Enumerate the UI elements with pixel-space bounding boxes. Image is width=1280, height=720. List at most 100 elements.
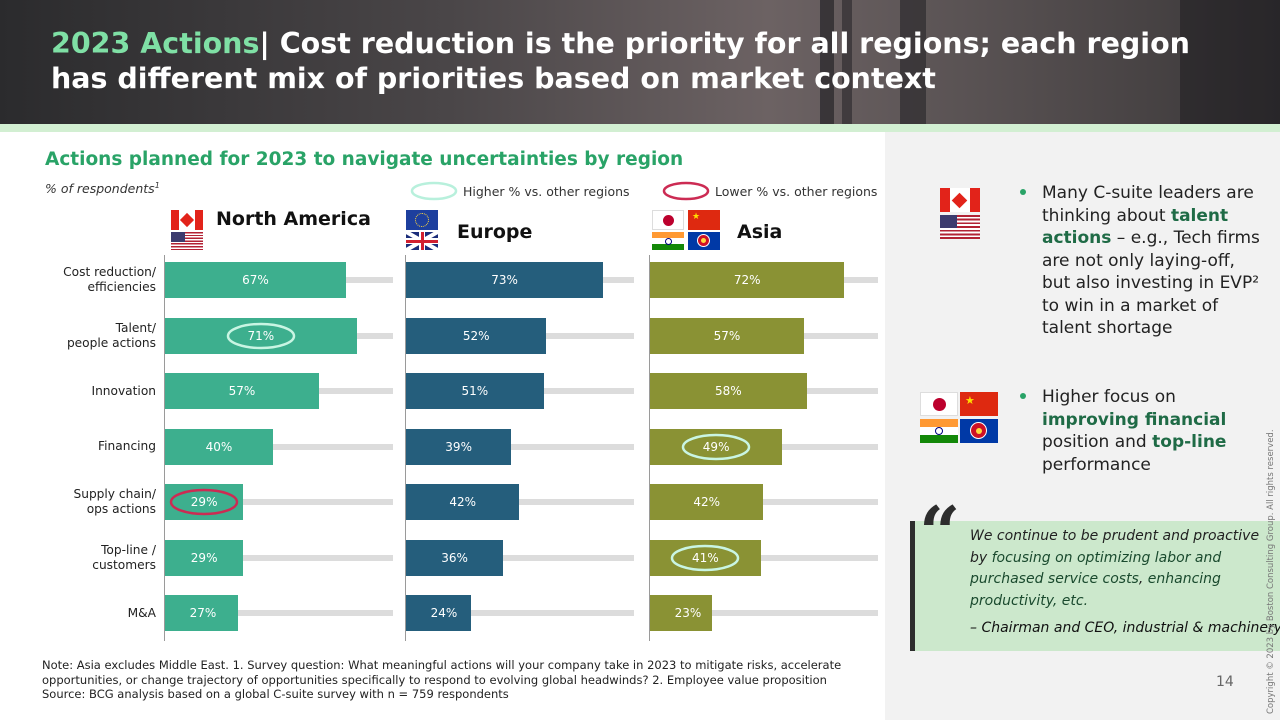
data-label: 27% bbox=[189, 606, 217, 620]
bar-europe bbox=[406, 539, 504, 576]
higher-ellipse-icon bbox=[410, 181, 458, 201]
chart-title: Actions planned for 2023 to navigate unc… bbox=[45, 149, 684, 170]
bar-track bbox=[165, 554, 393, 561]
bar-track bbox=[650, 499, 878, 505]
quote-box bbox=[911, 521, 1280, 651]
data-label: 29% bbox=[190, 550, 218, 565]
category-label: Cost reduction/efficiencies bbox=[63, 265, 156, 294]
china-flag-icon: ★ bbox=[960, 392, 998, 416]
axis-line-north-america bbox=[164, 255, 165, 641]
legend-lower: Lower % vs. other regions bbox=[662, 181, 877, 201]
bar-north-america bbox=[165, 262, 346, 298]
bar-europe bbox=[406, 484, 520, 520]
header-divider bbox=[0, 124, 1280, 132]
bar-north-america bbox=[165, 595, 238, 631]
bar-north-america bbox=[165, 539, 244, 576]
region-label-asia: Asia bbox=[737, 221, 783, 243]
higher-highlight-ellipse bbox=[226, 322, 296, 349]
region-label-north-america: North America bbox=[216, 208, 371, 230]
insight-text-1: Many C-suite leaders are thinking about … bbox=[1042, 183, 1260, 338]
header-banner bbox=[0, 0, 1280, 124]
data-label: 51% bbox=[461, 384, 489, 398]
quote-mark-icon: “ bbox=[919, 490, 961, 575]
category-label: Innovation bbox=[91, 383, 156, 398]
bullet-icon bbox=[1020, 393, 1026, 399]
axis-line-europe bbox=[405, 255, 406, 641]
footnote: Note: Asia excludes Middle East. 1. Surv… bbox=[42, 658, 842, 701]
bar-track bbox=[406, 554, 634, 561]
eu-flag-icon bbox=[406, 210, 438, 230]
bar-asia bbox=[650, 317, 804, 354]
japan-flag-icon bbox=[652, 210, 684, 230]
bar-europe bbox=[406, 595, 471, 631]
lower-highlight-ellipse bbox=[169, 488, 239, 516]
category-label: Supply chain/ops actions bbox=[73, 487, 156, 516]
quote-accent-bar bbox=[910, 521, 915, 651]
bar-track bbox=[406, 443, 634, 450]
copyright-notice: Copyright © 2023 by Boston Consulting Gr… bbox=[1266, 429, 1276, 714]
bar-asia bbox=[650, 262, 845, 298]
region-label-europe: Europe bbox=[457, 221, 533, 243]
japan-flag-icon bbox=[920, 392, 958, 416]
bar-track bbox=[406, 610, 634, 616]
data-label: 52% bbox=[462, 328, 490, 343]
china-flag-icon: ★ bbox=[688, 210, 720, 230]
category-label: Top-line / customers bbox=[92, 542, 156, 572]
page-number: 14 bbox=[1216, 674, 1234, 690]
bar-track bbox=[650, 554, 878, 561]
india-flag-icon bbox=[920, 419, 958, 443]
data-label: 42% bbox=[693, 495, 721, 509]
category-label: Financing bbox=[98, 439, 156, 453]
bar-asia bbox=[650, 595, 713, 631]
bar-asia bbox=[650, 373, 807, 409]
bar-track bbox=[650, 610, 878, 616]
asean-flag-icon bbox=[688, 232, 720, 250]
respondents-label: % of respondents1 bbox=[45, 181, 160, 197]
higher-highlight-ellipse bbox=[671, 544, 740, 571]
bar-europe bbox=[406, 373, 544, 409]
uk-flag-icon bbox=[406, 232, 438, 250]
data-label: 73% bbox=[491, 273, 518, 287]
bar-europe bbox=[406, 317, 547, 354]
bar-track bbox=[165, 610, 393, 616]
quote-text: We continue to be prudent and proactive … bbox=[970, 528, 1260, 609]
slide-title: 2023 Actions| Cost reduction is the prio… bbox=[51, 27, 1190, 95]
data-label: 41% bbox=[692, 550, 719, 565]
data-label: 67% bbox=[242, 273, 269, 287]
data-label: 49% bbox=[702, 439, 730, 454]
data-label: 29% bbox=[190, 495, 218, 509]
bar-north-america bbox=[165, 373, 319, 409]
data-label: 57% bbox=[228, 384, 256, 398]
usa-flag-icon bbox=[171, 232, 203, 250]
higher-highlight-ellipse bbox=[681, 433, 751, 460]
bullet-icon bbox=[1020, 189, 1026, 195]
bar-asia bbox=[650, 484, 764, 520]
bar-europe bbox=[406, 428, 512, 465]
legend-higher: Higher % vs. other regions bbox=[410, 181, 630, 201]
data-label: 40% bbox=[205, 439, 233, 454]
usa-flag-icon bbox=[940, 215, 980, 239]
insight-text-2: Higher focus on improving financial posi… bbox=[1042, 387, 1227, 475]
data-label: 42% bbox=[449, 495, 477, 509]
bar-europe bbox=[406, 262, 604, 298]
category-label: M&A bbox=[127, 605, 156, 620]
data-label: 71% bbox=[247, 328, 275, 343]
bar-track bbox=[165, 499, 393, 505]
india-flag-icon bbox=[652, 232, 684, 250]
canada-flag-icon bbox=[171, 210, 203, 230]
axis-line-asia bbox=[649, 255, 650, 641]
data-label: 72% bbox=[733, 273, 761, 287]
bar-track bbox=[165, 443, 393, 450]
category-label: Talent/people actions bbox=[66, 320, 156, 350]
bar-north-america bbox=[165, 428, 273, 465]
quote-attribution: – Chairman and CEO, industrial & machine… bbox=[970, 620, 1280, 636]
data-label: 57% bbox=[713, 328, 741, 343]
canada-flag-icon bbox=[940, 188, 980, 212]
data-label: 36% bbox=[441, 550, 468, 565]
asean-flag-icon bbox=[960, 419, 998, 443]
data-label: 23% bbox=[674, 606, 702, 620]
data-label: 39% bbox=[445, 439, 472, 454]
data-label: 58% bbox=[714, 384, 742, 398]
lower-ellipse-icon bbox=[662, 181, 710, 201]
bar-track bbox=[406, 499, 634, 505]
